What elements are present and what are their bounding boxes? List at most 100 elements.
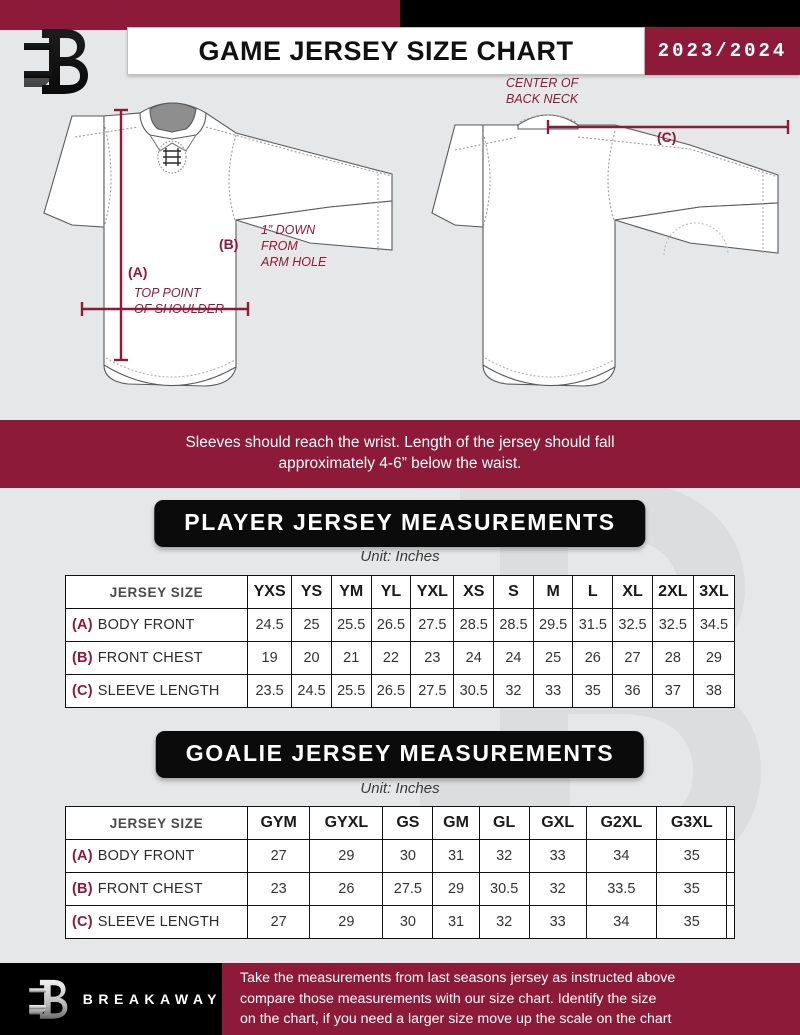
- top-bar-maroon: [0, 0, 400, 30]
- cell: 33: [532, 674, 574, 708]
- header-row: GAME JERSEY SIZE CHART 2023/2024: [0, 27, 800, 94]
- table-row: (A) BODY FRONT 24.5 25 25.5 26.5 27.5 28.…: [65, 608, 736, 642]
- cell: 31: [432, 905, 480, 939]
- row-name-body-front: BODY FRONT: [97, 848, 195, 864]
- cell: 29: [692, 641, 736, 675]
- player-col-m: M: [532, 575, 574, 609]
- jersey-diagram-area: (A) TOP POINT OF SHOULDER (B) 1” DOWN FR…: [0, 75, 800, 420]
- front-jersey-illustration: [43, 102, 393, 387]
- footer-line-2: compare those measurements with our size…: [240, 990, 657, 1007]
- goalie-col-g2xl: G2XL: [585, 806, 658, 840]
- footer-line-3: on the chart, if you need a larger size …: [240, 1011, 672, 1028]
- cell-empty: [726, 839, 735, 873]
- back-jersey-illustration: [431, 114, 779, 387]
- cell: 28.5: [453, 608, 495, 642]
- cell: 24: [453, 641, 495, 675]
- row-name-front-chest: FRONT CHEST: [97, 650, 203, 666]
- goalie-col-g3xl: G3XL: [656, 806, 728, 840]
- goalie-col-gl: GL: [478, 806, 530, 840]
- cell: 30: [382, 905, 434, 939]
- cell: 25: [532, 641, 574, 675]
- season-label: 2023/2024: [657, 40, 788, 62]
- fit-note-line-1: Sleeves should reach the wrist. Length o…: [185, 434, 615, 452]
- goalie-col-gs: GS: [382, 806, 434, 840]
- player-unit-label: Unit: Inches: [360, 548, 440, 565]
- cell: 32: [493, 674, 534, 708]
- cell: 33: [528, 905, 587, 939]
- table-row: (C) SLEEVE LENGTH 23.5 24.5 25.5 26.5 27.…: [65, 674, 736, 708]
- cell: 35: [656, 905, 728, 939]
- label-b-note-3: ARM HOLE: [260, 255, 327, 269]
- cell: 29: [432, 872, 480, 906]
- cell: 29: [309, 905, 384, 939]
- label-a-note-1: TOP POINT: [134, 286, 202, 300]
- cell: 35: [572, 674, 614, 708]
- cell: 32.5: [651, 608, 694, 642]
- goalie-col-gm: GM: [432, 806, 480, 840]
- cell: 29.5: [532, 608, 574, 642]
- cell: 31: [432, 839, 480, 873]
- cell: 35: [656, 872, 728, 906]
- cell: 34: [585, 905, 658, 939]
- cell: 33.5: [585, 872, 658, 906]
- goalie-col-gym: GYM: [246, 806, 311, 840]
- front-measurement-lines: [80, 108, 250, 362]
- label-b-tag: (B): [219, 236, 238, 252]
- cell: 26: [572, 641, 614, 675]
- player-header-jersey-size: JERSEY SIZE: [65, 575, 248, 609]
- row-tag-a: (A): [72, 848, 93, 864]
- label-c-note-1: CENTER OF: [506, 76, 580, 90]
- goalie-col-gxl: GXL: [528, 806, 587, 840]
- goalie-row-sleeve-length-label: (C) SLEEVE LENGTH: [65, 905, 248, 939]
- cell-empty: [726, 905, 735, 939]
- row-name-front-chest: FRONT CHEST: [97, 881, 203, 897]
- table-row: (C) SLEEVE LENGTH 27 29 30 31 32 33 34 35: [65, 905, 735, 939]
- cell: 27.5: [410, 674, 455, 708]
- cell: 27.5: [410, 608, 455, 642]
- cell: 30.5: [478, 872, 530, 906]
- table-row: (B) FRONT CHEST 23 26 27.5 29 30.5 32 33.…: [65, 872, 735, 906]
- cell: 32: [478, 905, 530, 939]
- label-c-tag: (C): [657, 129, 676, 145]
- cell: 36: [612, 674, 653, 708]
- player-col-ym: YM: [330, 575, 372, 609]
- cell: 33: [528, 839, 587, 873]
- cell: 25.5: [330, 608, 372, 642]
- player-row-front-chest-label: (B) FRONT CHEST: [65, 641, 248, 675]
- player-row-sleeve-length-label: (C) SLEEVE LENGTH: [65, 674, 248, 708]
- player-col-l: L: [572, 575, 614, 609]
- cell: 25: [291, 608, 332, 642]
- cell: 19: [246, 641, 293, 675]
- cell: 29: [309, 839, 384, 873]
- goalie-col-empty: [726, 806, 735, 840]
- goalie-section-title: GOALIE JERSEY MEASUREMENTS: [155, 731, 645, 778]
- goalie-measurements-table: JERSEY SIZE GYM GYXL GS GM GL GXL G2XL G…: [65, 806, 735, 939]
- top-bar-black: [400, 0, 800, 30]
- footer-brand: BREAKAWAY: [0, 963, 222, 1035]
- cell: 22: [370, 641, 412, 675]
- label-c-note-2: BACK NECK: [506, 92, 579, 106]
- player-col-xs: XS: [453, 575, 495, 609]
- row-name-body-front: BODY FRONT: [97, 617, 195, 633]
- cell: 24: [493, 641, 534, 675]
- label-b-note-1: 1” DOWN: [261, 223, 316, 237]
- top-accent-bar: [0, 0, 800, 30]
- cell-empty: [726, 872, 735, 906]
- cell: 26.5: [370, 608, 412, 642]
- cell: 34: [585, 839, 658, 873]
- cell: 21: [330, 641, 372, 675]
- player-col-3xl: 3XL: [692, 575, 736, 609]
- goalie-unit-label: Unit: Inches: [360, 780, 440, 797]
- row-tag-c: (C): [72, 683, 93, 699]
- footer-brand-name: BREAKAWAY: [82, 991, 222, 1007]
- cell: 35: [656, 839, 728, 873]
- cell: 24.5: [291, 674, 332, 708]
- row-name-sleeve-length: SLEEVE LENGTH: [97, 914, 220, 930]
- cell: 27: [246, 839, 311, 873]
- footer-line-1: Take the measurements from last seasons …: [240, 970, 676, 987]
- row-tag-b: (B): [72, 881, 93, 897]
- player-col-xl: XL: [612, 575, 653, 609]
- cell: 20: [291, 641, 332, 675]
- goalie-row-front-chest-label: (B) FRONT CHEST: [65, 872, 248, 906]
